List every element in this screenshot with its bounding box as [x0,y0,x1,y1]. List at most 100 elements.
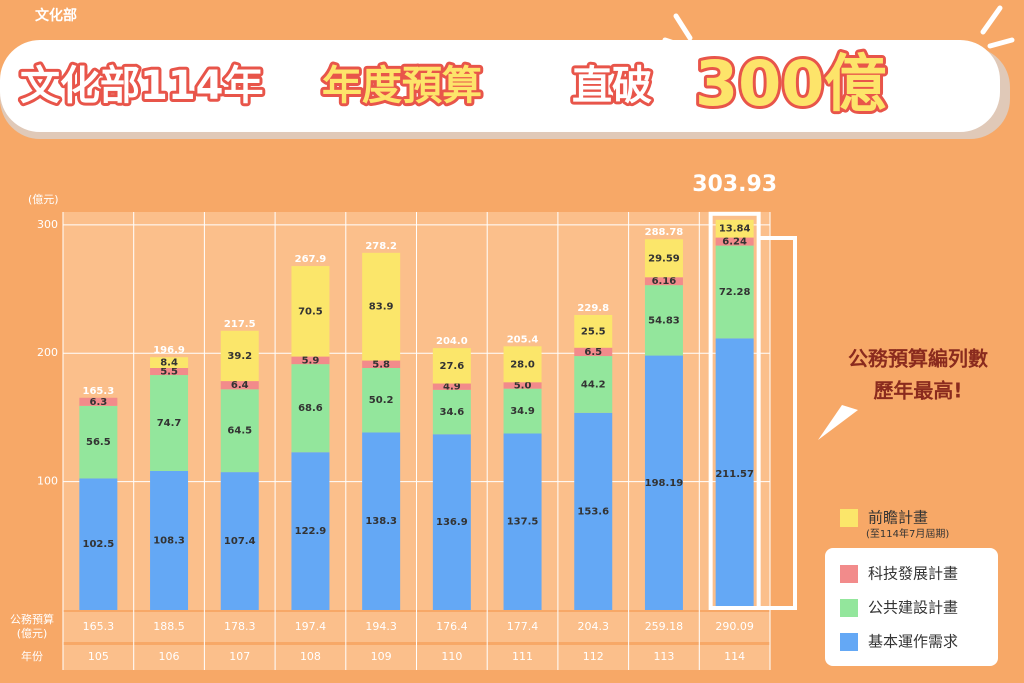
budget-cell: 204.3 [578,620,610,633]
y-unit: (億元) [28,193,59,206]
segment-label: 6.4 [231,380,249,391]
legend-label: 科技發展計畫 [868,565,958,583]
bar-segment [362,360,401,368]
segment-label: 102.5 [83,539,115,550]
bar-segment [715,338,754,610]
segment-label: 8.4 [160,358,178,369]
bar-segment [150,357,189,368]
segment-label: 83.9 [369,302,394,313]
legend-swatch [840,509,858,527]
legend-label: 前瞻計畫 [868,509,928,527]
bar-segment [362,252,401,361]
budget-cell: 165.3 [83,620,115,633]
bar-segment [715,245,754,339]
legend-box [825,548,998,666]
bar-segment [150,470,189,610]
total-label: 217.5 [224,319,256,330]
bar-segment [644,285,683,356]
segment-label: 153.6 [577,506,609,517]
bar-segment [79,397,118,406]
bar-segment [362,367,401,433]
row-label: 年份 [21,649,43,663]
y-tick-label: 300 [37,218,58,231]
bar-segment [432,389,471,435]
annotation: 歷年最高! [873,379,962,403]
row-label: 公務預算 [10,612,54,626]
segment-label: 56.5 [86,437,111,448]
bar-segment [220,381,259,390]
highlight-frame [708,211,761,610]
legend-swatch [840,565,858,583]
bar-segment [79,405,118,479]
segment-label: 107.4 [224,536,256,547]
bar-segment [715,219,754,238]
segment-label: 27.6 [440,361,465,372]
bar-segment [150,375,189,471]
title-part: 年度預算 [322,63,482,109]
legend-label: 基本運作需求 [868,633,958,651]
segment-label: 54.83 [648,315,680,326]
bar-segment [644,277,683,286]
year-cell: 109 [371,650,392,663]
segment-label: 34.9 [510,406,535,417]
budget-cell: 188.5 [153,620,185,633]
bar-segment [574,314,613,348]
title-part: 直破 [572,63,652,109]
bar-segment [291,356,330,365]
segment-label: 50.2 [369,395,394,406]
year-cell: 106 [159,650,180,663]
year-cell: 110 [441,650,462,663]
bar-segment [715,237,754,246]
bar-segment [574,356,613,413]
bar-segment [362,432,401,610]
budget-cell: 194.3 [365,620,397,633]
year-cell: 108 [300,650,321,663]
segment-label: 39.2 [227,351,252,362]
segment-label: 5.8 [372,359,390,370]
bar-segment [291,452,330,610]
bar-segment [503,382,542,389]
bar-segment [291,266,330,357]
bar-segment [150,367,189,376]
segment-label: 136.9 [436,517,468,528]
bar-segment [503,433,542,610]
bar-segment [503,346,542,383]
budget-cell: 176.4 [436,620,468,633]
legend-note: (至114年7月屆期) [866,527,949,540]
bar-segment [574,347,613,357]
title-band [0,40,1000,132]
segment-label: 34.6 [440,407,465,418]
year-cell: 112 [583,650,604,663]
total-label: 196.9 [153,345,185,356]
segment-label: 122.9 [295,526,327,537]
year-cell: 107 [229,650,250,663]
total-label: 205.4 [507,334,539,345]
segment-label: 137.5 [507,517,539,528]
year-cell: 113 [653,650,674,663]
segment-label: 6.3 [89,397,107,408]
segment-label: 4.9 [443,382,461,393]
segment-label: 6.5 [584,347,602,358]
year-cell: 105 [88,650,109,663]
annotation: 公務預算編列數 [848,347,988,371]
segment-label: 72.28 [719,287,751,298]
segment-label: 64.5 [227,426,252,437]
y-tick-label: 200 [37,346,58,359]
segment-label: 198.19 [645,478,684,489]
budget-cell: 290.09 [715,620,754,633]
segment-label: 28.0 [510,359,535,370]
segment-label: 211.57 [715,469,754,480]
legend-swatch [840,633,858,651]
bar-segment [220,389,259,473]
segment-label: 74.7 [157,418,182,429]
segment-label: 13.84 [719,224,751,235]
bar-segment [432,348,471,384]
total-label: 303.93 [692,172,777,197]
segment-label: 25.5 [581,326,606,337]
budget-cell: 177.4 [507,620,539,633]
budget-cell: 259.18 [645,620,684,633]
legend-swatch [840,599,858,617]
total-label: 229.8 [577,303,609,314]
title-part: 300億 [695,47,886,120]
